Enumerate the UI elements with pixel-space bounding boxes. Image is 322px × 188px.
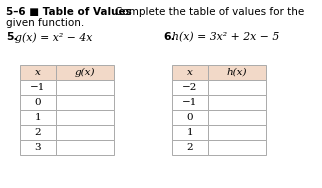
Bar	[20, 125, 56, 140]
Text: 1: 1	[187, 128, 193, 137]
Bar	[208, 65, 266, 80]
Bar	[172, 110, 208, 125]
Text: 5–6 ■ Table of Values: 5–6 ■ Table of Values	[6, 7, 132, 17]
Bar	[208, 125, 266, 140]
Bar	[172, 125, 208, 140]
Bar	[172, 140, 208, 155]
Bar	[56, 80, 114, 95]
Bar	[172, 95, 208, 110]
Text: Complete the table of values for the: Complete the table of values for the	[115, 7, 304, 17]
Text: 6.: 6.	[163, 32, 175, 42]
Bar	[20, 80, 56, 95]
Bar	[56, 140, 114, 155]
Bar	[208, 140, 266, 155]
Text: −2: −2	[182, 83, 198, 92]
Bar	[208, 95, 266, 110]
Bar	[56, 110, 114, 125]
Text: h(x) = 3x² + 2x − 5: h(x) = 3x² + 2x − 5	[172, 32, 279, 42]
Text: 2: 2	[35, 128, 41, 137]
Bar	[20, 65, 56, 80]
Text: 1: 1	[35, 113, 41, 122]
Bar	[56, 95, 114, 110]
Text: 3: 3	[35, 143, 41, 152]
Text: 0: 0	[187, 113, 193, 122]
Bar	[56, 65, 114, 80]
Text: given function.: given function.	[6, 18, 84, 28]
Text: −1: −1	[182, 98, 198, 107]
Text: g(x): g(x)	[75, 68, 95, 77]
Bar	[172, 80, 208, 95]
Text: 0: 0	[35, 98, 41, 107]
Text: x: x	[35, 68, 41, 77]
Bar	[20, 140, 56, 155]
Bar	[20, 110, 56, 125]
Text: h(x): h(x)	[227, 68, 247, 77]
Text: g(x) = x² − 4x: g(x) = x² − 4x	[15, 32, 92, 42]
Text: −1: −1	[30, 83, 46, 92]
Text: 5.: 5.	[6, 32, 18, 42]
Bar	[56, 125, 114, 140]
Text: x: x	[187, 68, 193, 77]
Bar	[172, 65, 208, 80]
Text: 2: 2	[187, 143, 193, 152]
Bar	[208, 110, 266, 125]
Bar	[208, 80, 266, 95]
Bar	[20, 95, 56, 110]
